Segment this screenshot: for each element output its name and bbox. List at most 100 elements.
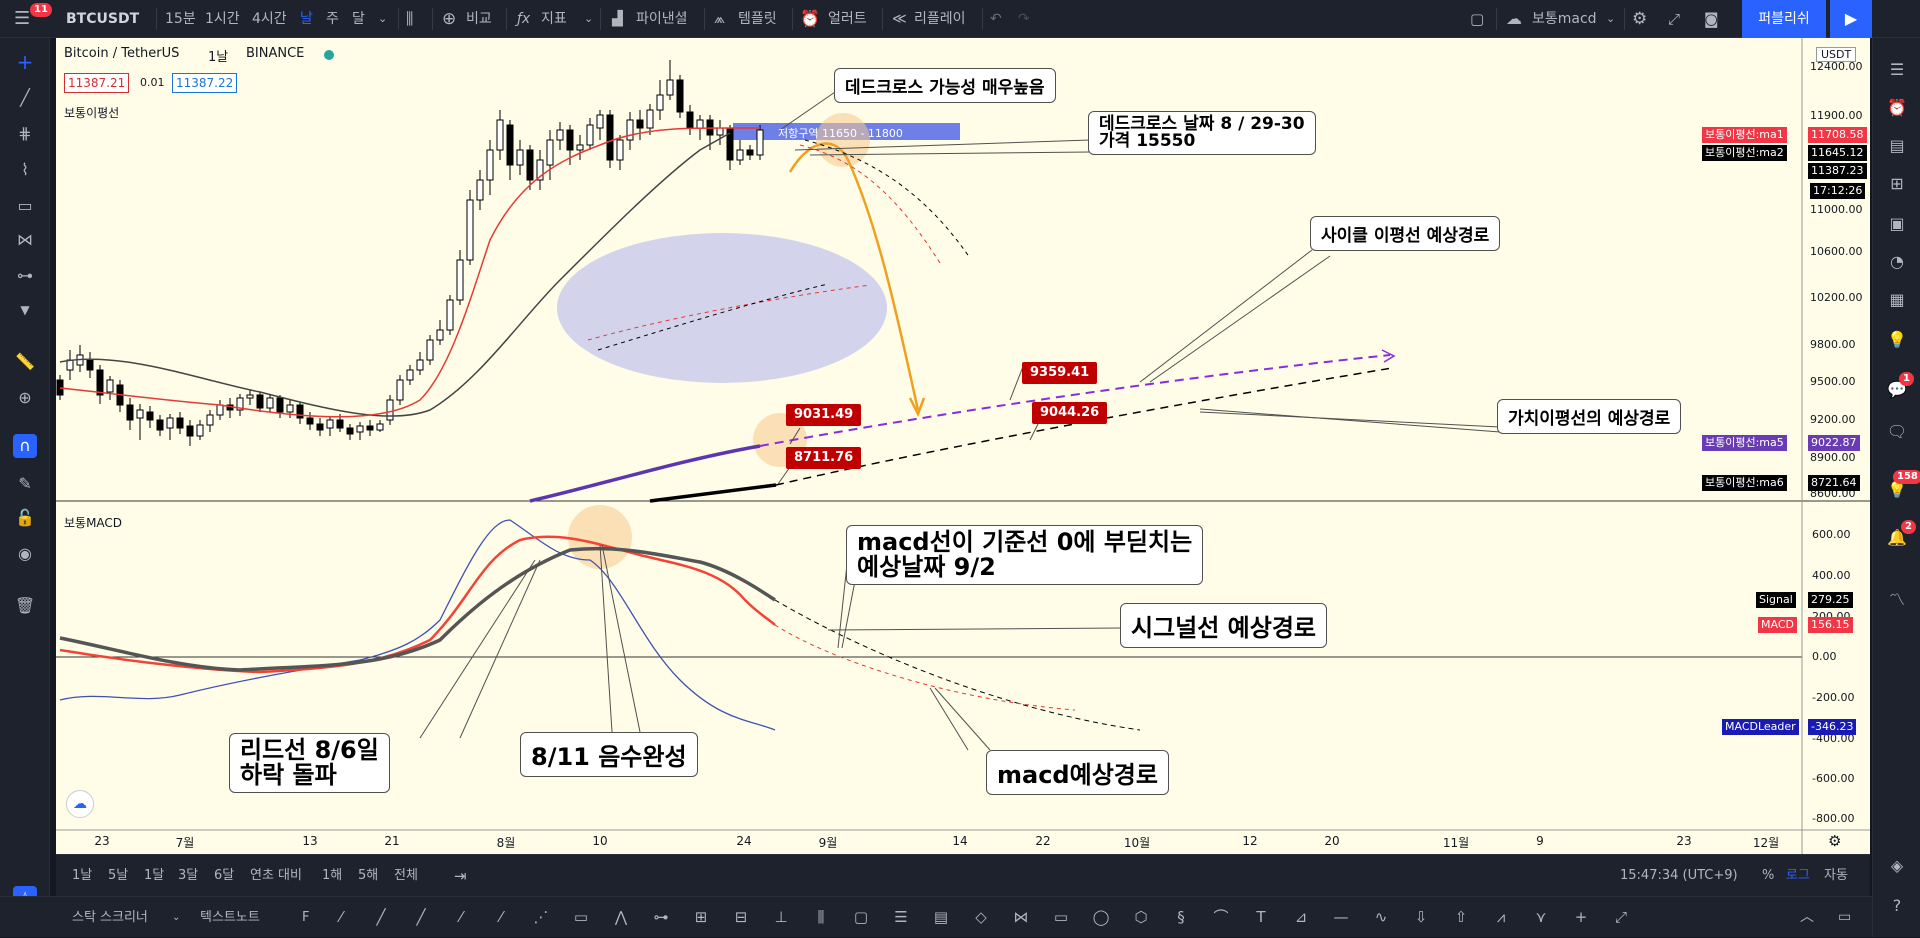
history-icon[interactable]: ◔ — [1890, 252, 1904, 271]
play-icon[interactable]: ▶ — [1830, 0, 1872, 38]
indicators-dropdown-icon[interactable]: ⌄ — [584, 12, 594, 25]
more-tools-icon[interactable]: ▼ — [20, 303, 30, 317]
draw-tool-9-icon[interactable]: ⊶ — [653, 908, 669, 926]
note-deadcross-date[interactable]: 데드크로스 날짜 8 / 29-30 가격 15550 — [1088, 111, 1316, 155]
zoom-icon[interactable]: ⊕ — [18, 388, 32, 407]
publish-button[interactable]: 퍼블리쉬 — [1742, 0, 1826, 38]
clock-readout[interactable]: 15:47:34 (UTC+9) — [1620, 868, 1738, 883]
stock-screener-tab[interactable]: 스탁 스크리너 — [72, 910, 148, 925]
goto-date-icon[interactable]: ⇥ — [454, 867, 467, 885]
trash-icon[interactable]: 🗑 — [14, 596, 36, 615]
fullscreen-icon[interactable]: ⤢ — [1668, 10, 1681, 28]
draw-tool-11-icon[interactable]: ⊟ — [734, 908, 748, 926]
hotlist-icon[interactable]: ⊞ — [1890, 174, 1904, 193]
fib-icon[interactable]: ⋕ — [18, 124, 32, 143]
draw-tool-4-icon[interactable]: ⁄ — [459, 908, 463, 926]
undo-icon[interactable]: ↶ — [990, 11, 1002, 27]
draw-tool-8-icon[interactable]: ⋀ — [614, 908, 628, 926]
xabcd-icon[interactable]: ⋈ — [17, 230, 33, 249]
price-tag-8711[interactable]: 8711.76 — [786, 447, 862, 469]
chart-canvas[interactable] — [56, 38, 1870, 854]
text-notes-tab[interactable]: 텍스트노트 — [200, 910, 260, 925]
draw-tool-26-icon[interactable]: — — [1333, 908, 1349, 926]
pine-editor-tab[interactable]: F — [302, 910, 310, 925]
layout-name[interactable]: 보통macd — [1532, 11, 1597, 27]
draw-tool-20-icon[interactable]: ◯ — [1092, 908, 1110, 926]
layout-dropdown-icon[interactable]: ⌄ — [1606, 12, 1616, 25]
camera-icon[interactable]: ◙ — [1704, 10, 1719, 28]
trend-line-icon[interactable]: ╱ — [20, 88, 30, 107]
draw-tool-6-icon[interactable]: ⋰ — [533, 908, 549, 926]
main-indicator-label[interactable]: 보통이평선 — [64, 106, 120, 120]
price-tag-9359[interactable]: 9359.41 — [1022, 362, 1098, 384]
draw-tool-18-icon[interactable]: ⋈ — [1013, 908, 1029, 926]
replay-button[interactable]: 리플레이 — [914, 11, 966, 27]
draw-tool-15-icon[interactable]: ☰ — [894, 908, 908, 926]
ask-price[interactable]: 11387.22 — [172, 73, 238, 93]
axis-settings-gear-icon[interactable]: ⚙ — [1828, 832, 1842, 850]
alert-button[interactable]: 얼러트 — [828, 11, 867, 27]
sub-indicator-label[interactable]: 보통MACD — [64, 516, 123, 530]
collapse-panel-icon[interactable]: ︿ — [1800, 909, 1814, 925]
fullscreen-layout-icon[interactable]: ▢ — [1470, 10, 1485, 28]
redo-icon[interactable]: ↷ — [1018, 11, 1030, 27]
stream-icon[interactable]: 〽 — [1888, 590, 1905, 609]
calendar-icon[interactable]: ▣ — [1889, 214, 1905, 233]
draw-tool-32-icon[interactable]: + — [1574, 908, 1588, 926]
interval-4h[interactable]: 4시간 — [252, 11, 287, 27]
symbol-search[interactable]: BTCUSDT — [66, 11, 140, 27]
note-macd-zero[interactable]: macd선이 기준선 0에 부딛치는 예상날짜 9/2 — [846, 525, 1204, 585]
menu-icon[interactable]: ☰ — [14, 8, 31, 29]
interval-1h[interactable]: 1시간 — [205, 11, 240, 27]
percent-toggle[interactable]: % — [1762, 868, 1775, 883]
tradingview-logo-icon[interactable]: ☁ — [66, 790, 94, 818]
eye-icon[interactable]: ◉ — [18, 544, 32, 563]
lock-icon[interactable]: 🔓 — [15, 508, 35, 527]
draw-tool-17-icon[interactable]: ◇ — [975, 908, 987, 926]
gear-icon[interactable]: ⚙ — [1632, 9, 1648, 29]
prediction-icon[interactable]: ⊶ — [17, 266, 33, 285]
draw-tool-30-icon[interactable]: ⩘ — [1496, 908, 1506, 926]
draw-tool-29-icon[interactable]: ⇧ — [1454, 908, 1468, 926]
draw-tool-3-icon[interactable]: ╱ — [416, 908, 426, 926]
interval-week[interactable]: 주 — [326, 11, 339, 27]
range-ytd[interactable]: 연초 대비 — [250, 868, 302, 883]
layers-icon[interactable]: ◈ — [1890, 856, 1904, 875]
range-1m[interactable]: 1달 — [144, 868, 165, 883]
interval-dropdown-icon[interactable]: ⌄ — [378, 12, 388, 25]
draw-tool-7-icon[interactable]: ▭ — [573, 908, 589, 926]
draw-tool-22-icon[interactable]: § — [1177, 908, 1185, 926]
data-window-icon[interactable]: ▤ — [1889, 136, 1905, 155]
lightbulb-icon[interactable]: 💡 — [1887, 330, 1907, 349]
note-deadcross-high[interactable]: 데드크로스 가능성 매우높음 — [834, 68, 1056, 103]
draw-tool-10-icon[interactable]: ⊞ — [694, 908, 708, 926]
note-negative[interactable]: 8/11 음수완성 — [520, 732, 698, 777]
auto-toggle[interactable]: 자동 — [1824, 868, 1848, 883]
indicators-button[interactable]: 지표 — [541, 11, 567, 27]
price-tag-9031[interactable]: 9031.49 — [786, 404, 862, 426]
range-3m[interactable]: 3달 — [178, 868, 199, 883]
indicators-icon[interactable]: ƒx — [517, 11, 531, 27]
ruler-icon[interactable]: 📏 — [15, 352, 35, 371]
note-value-path[interactable]: 가치이평선의 예상경로 — [1497, 399, 1682, 434]
range-1d[interactable]: 1날 — [72, 868, 93, 883]
compare-icon[interactable]: ⊕ — [442, 9, 457, 29]
currency-label[interactable]: USDT — [1816, 47, 1857, 62]
alert-icon[interactable]: ⏰ — [800, 9, 820, 28]
pattern-icon[interactable]: ⌇ — [21, 160, 29, 179]
draw-tool-13-icon[interactable]: ⫼ — [817, 908, 825, 926]
replay-icon[interactable]: ≪ — [892, 11, 907, 27]
draw-tool-1-icon[interactable]: ⁄ — [339, 908, 343, 926]
notifications-icon[interactable]: 🔔 — [1887, 528, 1907, 547]
screener-dropdown-icon[interactable]: ⌄ — [172, 912, 181, 923]
compare-button[interactable]: 비교 — [466, 11, 492, 27]
templates-icon[interactable]: ⩕ — [714, 11, 726, 27]
alarm-clock-icon[interactable]: ⏰ — [1887, 98, 1907, 117]
draw-tool-31-icon[interactable]: ⋎ — [1535, 908, 1547, 926]
messages-icon[interactable]: 🗨 — [1886, 422, 1908, 441]
draw-tool-27-icon[interactable]: ∿ — [1374, 908, 1388, 926]
interval-15m[interactable]: 15분 — [165, 11, 196, 27]
draw-tool-28-icon[interactable]: ⇩ — [1414, 908, 1428, 926]
help-icon[interactable]: ? — [1892, 896, 1902, 915]
maximize-panel-icon[interactable]: ▭ — [1838, 909, 1852, 925]
